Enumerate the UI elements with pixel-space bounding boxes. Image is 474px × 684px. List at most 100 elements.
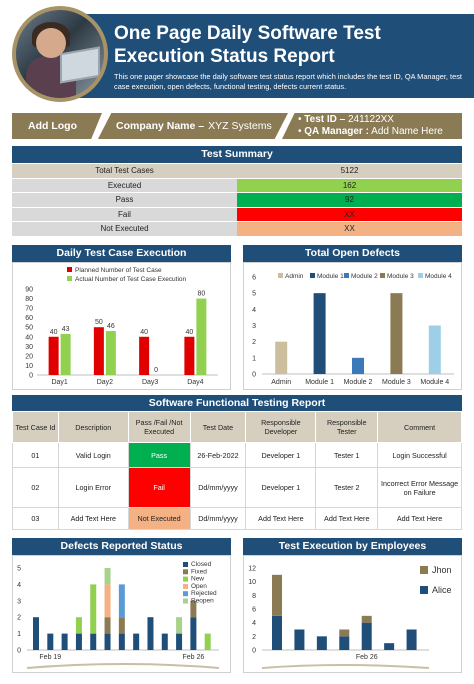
bar	[48, 336, 59, 375]
bar-segment	[75, 617, 82, 634]
table-cell: Valid Login	[57, 442, 129, 468]
header-photo	[12, 6, 108, 102]
test-summary-table: Total Test Cases 5122 Executed 162 Pass 92 Fai…	[12, 164, 462, 237]
y-tick-label: 80	[25, 296, 33, 303]
functional-report-title: Software Functional Testing Report	[12, 395, 462, 412]
bar	[196, 298, 207, 375]
table-cell: Developer 1	[245, 442, 317, 468]
bar-segment	[272, 574, 282, 616]
x-tick-label: Module 4	[420, 379, 449, 386]
y-tick-label: 90	[25, 287, 33, 294]
bar-segment	[190, 617, 197, 650]
summary-row: Fail XX	[12, 207, 462, 223]
table-cell: Login Successful	[377, 442, 462, 468]
bar	[352, 357, 364, 374]
employees-svg: 0 2 4 6 8 10 12 Feb 26 Jhon Alice	[248, 565, 452, 669]
y-tick-label: 6	[252, 607, 256, 614]
range-scrubber	[26, 663, 220, 669]
x-tick-label: Feb 26	[356, 654, 378, 661]
column-header: Test Date	[189, 411, 247, 443]
bar-segment	[339, 636, 350, 650]
y-tick-label: 3	[17, 598, 21, 605]
y-tick-label: 0	[252, 372, 256, 379]
legend-label: Module 3	[387, 273, 414, 280]
defects-reported-chart: 0 1 2 3 4 5 Feb 19 Feb 26 Closed Fixed New Open Reje…	[12, 555, 231, 673]
legend-swatch	[183, 598, 188, 604]
summary-label: Not Executed	[12, 222, 237, 236]
company-name: Company Name – XYZ Systems	[98, 113, 288, 139]
employees-title: Test Execution by Employees	[243, 538, 462, 555]
y-tick-label: 40	[25, 334, 33, 341]
legend-label: Module 2	[351, 273, 378, 280]
y-tick-label: 30	[25, 344, 33, 351]
x-tick-label: Module 1	[305, 379, 334, 386]
bar	[139, 336, 150, 375]
table-cell: Dd/mm/yyyy	[189, 507, 247, 530]
test-summary-title: Test Summary	[12, 146, 462, 163]
legend-label: Reopen	[191, 598, 214, 605]
page-subtitle: This one pager showcase the daily softwa…	[114, 72, 462, 91]
x-tick-label: Feb 19	[39, 654, 61, 661]
open-defects-chart: 0 1 2 3 4 5 6 Admin Module 1 Module 2 Module 3 Modu…	[243, 262, 462, 390]
bar	[313, 293, 326, 374]
y-tick-label: 1	[17, 631, 21, 638]
legend-label: Jhon	[432, 565, 452, 575]
y-tick-label: 5	[252, 291, 256, 298]
defects-reported-svg: 0 1 2 3 4 5 Feb 19 Feb 26 ClosedFixedNewOpenReje…	[17, 561, 220, 669]
y-tick-label: 4	[252, 307, 256, 314]
y-tick-label: 5	[17, 566, 21, 573]
functional-report-table: Test Case Id Description Pass /Fail /Not E…	[12, 411, 462, 530]
bar-segment	[361, 615, 372, 623]
y-tick-label: 8	[252, 593, 256, 600]
y-tick-label: 0	[252, 648, 256, 655]
bar-segment	[316, 636, 327, 650]
legend-label: Module 4	[425, 273, 452, 280]
table-cell: Add Text Here	[57, 507, 129, 530]
column-header: Test Case Id	[12, 411, 59, 443]
summary-value: XX	[237, 207, 462, 222]
legend-label: Actual Number of Test Case Execution	[75, 276, 187, 283]
table-cell: Tester 2	[315, 467, 379, 508]
data-label: 0	[154, 367, 158, 374]
x-tick-label: Day4	[187, 379, 203, 386]
bar	[184, 336, 195, 375]
bar-segment	[339, 629, 350, 637]
column-header: Description	[57, 411, 129, 443]
legend-swatch	[183, 591, 188, 597]
bar-segment	[47, 633, 54, 650]
legend-swatch	[380, 273, 385, 278]
bar-segment	[104, 617, 111, 634]
x-tick-label: Module 3	[382, 379, 411, 386]
bar	[93, 327, 104, 375]
qa-manager-line: • QA Manager : Add Name Here	[298, 126, 443, 137]
bar-segment	[75, 633, 82, 650]
table-cell: Login Error	[57, 467, 129, 508]
summary-label: Executed	[12, 178, 237, 193]
data-label: 40	[140, 329, 148, 336]
bar-segment	[90, 633, 97, 650]
y-tick-label: 10	[248, 579, 256, 586]
bar	[428, 325, 441, 374]
summary-row: Executed 162	[12, 178, 462, 194]
data-label: 50	[95, 319, 103, 326]
x-tick-label: Feb 26	[182, 654, 204, 661]
x-tick-label: Admin	[271, 379, 291, 386]
status-cell: Pass	[127, 442, 191, 468]
daily-execution-chart: 0 10 20 30 40 50 60 70 80 90 Planned Number of Tes…	[12, 262, 231, 390]
legend-label: Alice	[432, 585, 452, 595]
y-tick-label: 1	[252, 355, 256, 362]
table-row: 02 Login Error Fail Dd/mm/yyyy Developer 1 Te…	[12, 467, 462, 508]
range-scrubber	[261, 664, 430, 669]
y-tick-label: 2	[17, 615, 21, 622]
legend-swatch	[344, 273, 349, 278]
table-cell: 01	[12, 442, 59, 468]
x-tick-label: Module 2	[344, 379, 373, 386]
y-tick-label: 2	[252, 339, 256, 346]
table-cell: Dd/mm/yyyy	[189, 467, 247, 508]
summary-label: Total Test Cases	[12, 164, 237, 178]
bar-segment	[61, 633, 68, 650]
bar-segment	[118, 633, 125, 650]
x-tick-label: Day3	[142, 379, 158, 386]
table-row: 03 Add Text Here Not Executed Dd/mm/yyyy Add…	[12, 507, 462, 530]
